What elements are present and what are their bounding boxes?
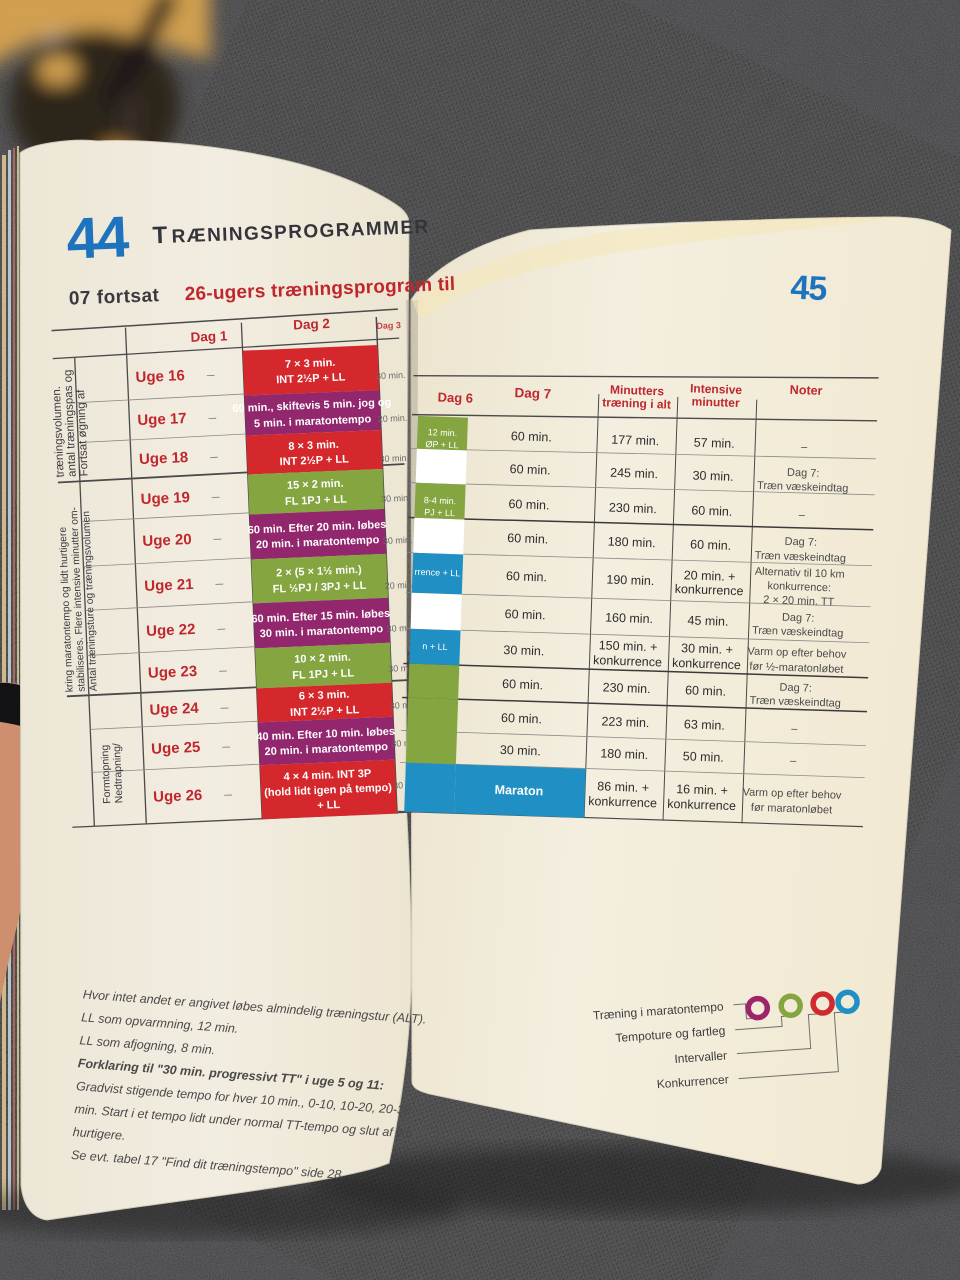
svg-text:30 min. +: 30 min. + — [681, 641, 733, 657]
svg-text:223 min.: 223 min. — [601, 714, 649, 730]
svg-text:60 min.: 60 min. — [509, 462, 550, 477]
svg-text:57 min.: 57 min. — [693, 435, 734, 450]
svg-text:177 min.: 177 min. — [611, 433, 659, 449]
svg-text:60 min.: 60 min. — [511, 429, 552, 444]
svg-text:60 min.: 60 min. — [685, 683, 726, 698]
svg-text:16 min. +: 16 min. + — [676, 782, 728, 798]
svg-text:Uge 20: Uge 20 — [142, 531, 192, 550]
svg-text:50 min.: 50 min. — [683, 749, 724, 764]
svg-text:ØP + LL: ØP + LL — [425, 439, 458, 450]
svg-text:minutter: minutter — [691, 394, 740, 410]
svg-text:–: – — [222, 738, 231, 754]
svg-text:–: – — [206, 366, 215, 382]
svg-text:230 min.: 230 min. — [609, 501, 657, 517]
svg-text:2 × 20 min. TT: 2 × 20 min. TT — [763, 594, 835, 608]
svg-text:konkurrence: konkurrence — [674, 582, 743, 598]
svg-text:Uge 22: Uge 22 — [146, 621, 196, 640]
svg-text:Dag 1: Dag 1 — [190, 328, 228, 345]
svg-text:Dag 7: Dag 7 — [514, 385, 551, 401]
svg-text:Uge 26: Uge 26 — [153, 787, 203, 806]
svg-text:30 min.: 30 min. — [692, 468, 733, 483]
svg-text:07 fortsat: 07 fortsat — [69, 285, 160, 309]
svg-text:Dag 7:: Dag 7: — [779, 682, 812, 695]
svg-text:60 min.: 60 min. — [504, 607, 545, 622]
svg-text:Uge 16: Uge 16 — [135, 367, 185, 386]
svg-text:12 min.: 12 min. — [428, 427, 458, 438]
svg-text:8 × 3 min.: 8 × 3 min. — [288, 439, 339, 453]
svg-text:Uge 23: Uge 23 — [148, 663, 198, 682]
svg-text:150 min. +: 150 min. + — [599, 638, 658, 654]
svg-text:konkurrence:: konkurrence: — [767, 580, 831, 594]
svg-text:rrence + LL: rrence + LL — [414, 567, 460, 579]
svg-text:Uge 25: Uge 25 — [151, 739, 201, 758]
svg-text:–: – — [211, 488, 220, 504]
svg-text:30 min.: 30 min. — [503, 643, 544, 658]
svg-text:PJ + LL: PJ + LL — [424, 507, 455, 518]
svg-text:45 min.: 45 min. — [687, 613, 728, 628]
svg-text:–: – — [220, 699, 229, 715]
svg-text:20 min.: 20 min. — [385, 580, 415, 591]
svg-text:Uge 18: Uge 18 — [139, 449, 189, 468]
svg-text:60 min.: 60 min. — [506, 569, 547, 584]
svg-text:konkurrence: konkurrence — [667, 797, 736, 813]
svg-text:60 min.: 60 min. — [508, 497, 549, 512]
svg-text:230 min.: 230 min. — [602, 680, 650, 696]
svg-text:180 min.: 180 min. — [608, 535, 656, 551]
svg-text:Dag 7:: Dag 7: — [782, 612, 815, 625]
svg-text:Dag 6: Dag 6 — [437, 390, 473, 406]
svg-text:–: – — [213, 530, 222, 546]
svg-text:15 × 2 min.: 15 × 2 min. — [287, 478, 344, 492]
svg-text:Uge 21: Uge 21 — [144, 576, 194, 595]
svg-text:60 min.: 60 min. — [507, 531, 548, 546]
svg-text:–: – — [210, 448, 219, 464]
svg-text:–: – — [224, 786, 233, 802]
svg-text:+ LL: + LL — [317, 799, 341, 812]
svg-text:Dag 3: Dag 3 — [376, 320, 401, 331]
svg-text:30 min.: 30 min. — [381, 493, 411, 504]
svg-text:30 min.: 30 min. — [383, 535, 413, 546]
svg-text:10 × 2 min.: 10 × 2 min. — [294, 651, 351, 665]
svg-text:konkurrence: konkurrence — [593, 653, 662, 669]
svg-text:7 × 3 min.: 7 × 3 min. — [285, 357, 336, 371]
svg-text:konkurrence: konkurrence — [672, 656, 741, 672]
svg-text:30 min.: 30 min. — [379, 453, 409, 464]
svg-text:86 min. +: 86 min. + — [597, 779, 649, 795]
svg-text:Uge 19: Uge 19 — [140, 489, 190, 508]
svg-text:60 min.: 60 min. — [691, 503, 732, 518]
svg-text:30 min.: 30 min. — [376, 370, 406, 381]
svg-text:Noter: Noter — [790, 383, 823, 398]
svg-text:245 min.: 245 min. — [610, 466, 658, 482]
svg-text:Dag 7:: Dag 7: — [787, 467, 820, 480]
svg-text:træning i alt: træning i alt — [602, 395, 671, 411]
svg-text:Uge 24: Uge 24 — [149, 700, 200, 719]
svg-text:–: – — [208, 409, 217, 425]
svg-text:30 min.: 30 min. — [500, 743, 541, 758]
svg-text:60 min.: 60 min. — [690, 537, 731, 552]
svg-text:60 min.: 60 min. — [502, 677, 543, 692]
svg-text:45: 45 — [790, 269, 828, 309]
svg-text:160 min.: 160 min. — [605, 610, 653, 626]
svg-text:Uge 17: Uge 17 — [137, 410, 187, 429]
svg-text:Formtopning: Formtopning — [99, 744, 113, 804]
svg-text:–: – — [215, 575, 224, 591]
svg-text:–: – — [217, 620, 226, 636]
svg-text:Nedtrapning/: Nedtrapning/ — [111, 743, 126, 804]
svg-text:180 min.: 180 min. — [600, 746, 648, 762]
svg-text:–: – — [219, 662, 228, 678]
svg-text:n + LL: n + LL — [422, 641, 448, 652]
svg-text:konkurrence: konkurrence — [588, 794, 657, 810]
svg-text:44: 44 — [65, 204, 130, 271]
svg-text:8-4 min.: 8-4 min. — [424, 495, 457, 506]
svg-text:20 min.: 20 min. — [378, 413, 408, 424]
svg-text:190 min.: 190 min. — [606, 573, 654, 589]
svg-text:T: T — [152, 222, 169, 250]
svg-text:Dag 7:: Dag 7: — [784, 536, 817, 549]
svg-text:6 × 3 min.: 6 × 3 min. — [299, 689, 350, 703]
svg-text:63 min.: 63 min. — [684, 717, 725, 732]
svg-text:Maraton: Maraton — [494, 783, 543, 799]
svg-text:Dag 2: Dag 2 — [293, 316, 330, 333]
svg-text:60 min.: 60 min. — [501, 711, 542, 726]
